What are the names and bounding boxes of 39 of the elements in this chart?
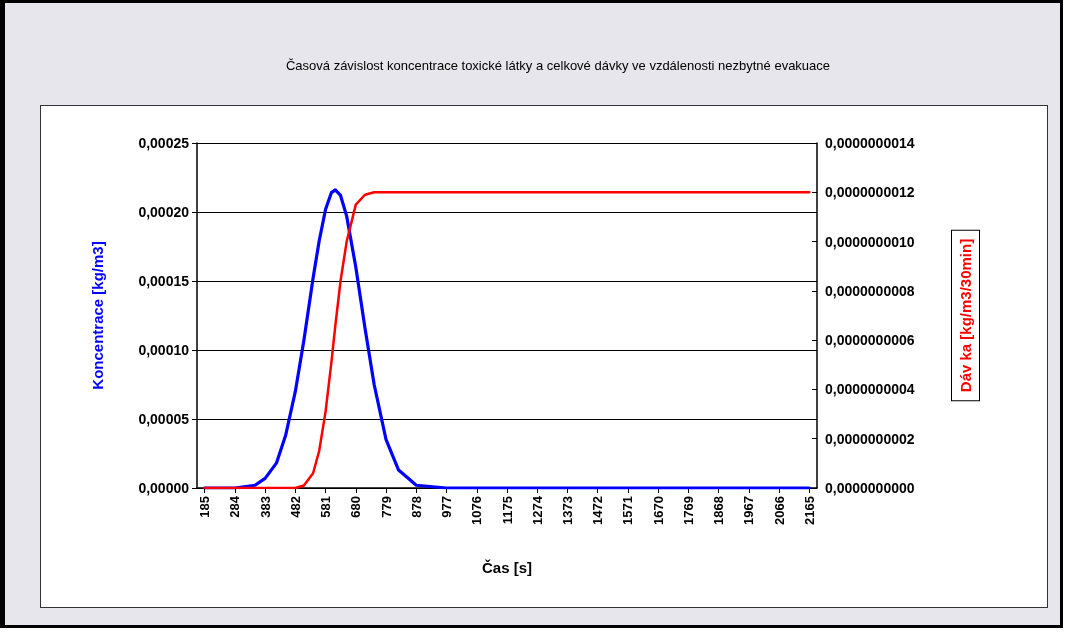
x-tick-label: 1472 [590,496,606,525]
y2-tick-label: 0,0000000008 [825,282,915,299]
y2-tick-label: 0,0000000010 [825,233,915,250]
y2-tick-label: 0,0000000004 [825,381,915,398]
y2-tick-label: 0,0000000006 [825,332,915,349]
x-tick-label: 977 [439,496,455,518]
x-tick-label: 1274 [529,495,545,525]
x-tick-label: 1076 [469,496,485,525]
y-tick-label: 0,00005 [138,411,190,427]
x-tick-label: 1670 [650,496,666,525]
y-tick-label: 0,00025 [138,135,190,151]
y-tick-label: 0,00015 [138,273,190,289]
x-tick-label: 185 [197,496,213,518]
y2-tick-label: 0,0000000002 [825,430,915,447]
y-tick-label: 0,00020 [138,204,190,220]
x-tick-label: 1967 [741,496,757,525]
x-tick-label: 680 [348,496,364,518]
x-tick-label: 1175 [499,496,515,525]
x-tick-label: 1868 [711,496,727,525]
y2-axis-title: Dáv ka [kg/m3/30min] [957,238,974,393]
x-tick-label: 2165 [801,496,817,525]
x-tick-label: 779 [378,496,394,518]
y2-tick-label: 0,0000000000 [825,480,915,496]
x-tick-label: 482 [287,496,303,518]
y-tick-label: 0,00000 [138,480,190,496]
y-tick-label: 0,00010 [138,342,190,358]
y2-tick-label: 0,0000000012 [825,184,915,201]
x-tick-label: 2066 [771,496,787,525]
y2-tick-label: 0,0000000014 [825,135,915,151]
x-tick-label: 1373 [559,496,575,525]
x-tick-label: 1571 [620,496,636,525]
x-axis-title: Čas [s] [481,559,533,576]
x-tick-label: 1769 [680,496,696,525]
chart-title: Časová závislost koncentrace toxické látky a celkové dávky ve vzdálenosti nezbytné evakuace [285,58,831,73]
y-axis-title: Koncentrace [kg/m3] [89,241,106,390]
x-tick-label: 284 [227,495,243,518]
x-tick-label: 581 [318,496,334,518]
x-tick-label: 383 [257,496,273,518]
x-tick-label: 878 [408,496,424,518]
